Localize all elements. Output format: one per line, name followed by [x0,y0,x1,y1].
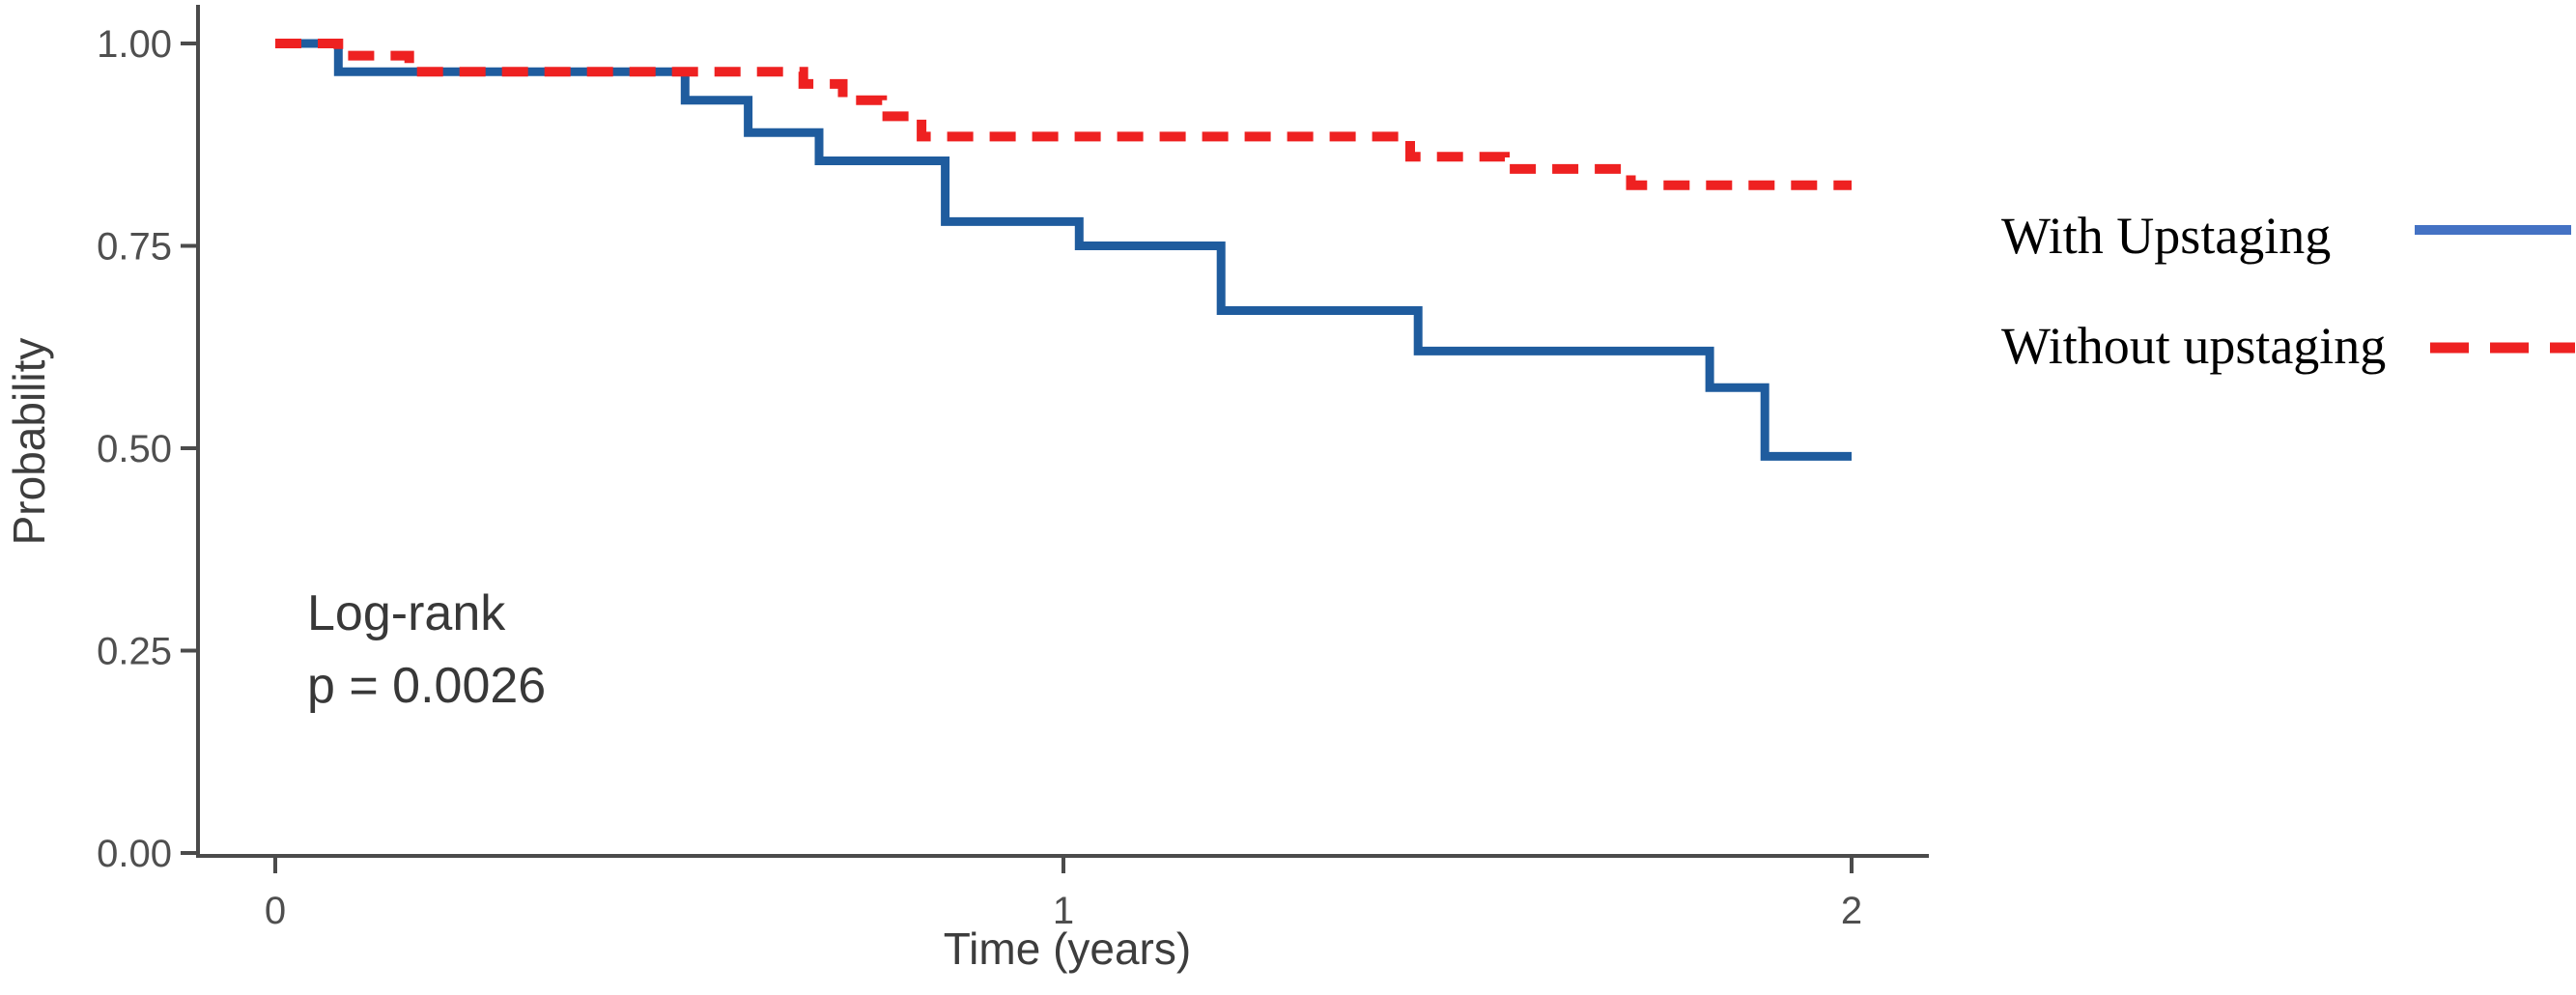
pvalue-label: p = 0.0026 [307,658,546,714]
x-tick-label: 1 [1053,890,1074,932]
y-ticks: 0.00 0.25 0.50 0.75 1.00 [97,23,198,875]
y-tick-label: 0.50 [97,428,172,470]
km-curve-without-upstaging [275,39,1852,190]
y-axis-title: Probability [4,338,54,546]
y-tick-label: 0.75 [97,226,172,269]
logrank-annotation: Log-rank p = 0.0026 [307,585,546,714]
y-tick-label: 0.00 [97,833,172,875]
x-tick-label: 0 [265,890,286,932]
km-curve-with-upstaging [275,39,1852,461]
y-tick-label: 1.00 [97,23,172,66]
legend: With Upstaging Without upstaging [2001,207,2575,375]
legend-label-without-upstaging: Without upstaging [2001,317,2386,375]
x-tick-label: 2 [1841,890,1862,932]
x-ticks: 0 1 2 [265,856,1862,932]
x-axis: 0 1 2 [196,854,1929,932]
y-axis: 0.00 0.25 0.50 0.75 1.00 [97,5,200,875]
logrank-label: Log-rank [307,585,506,641]
y-tick-label: 0.25 [97,631,172,673]
x-axis-title: Time (years) [944,924,1191,974]
legend-label-with-upstaging: With Upstaging [2001,207,2331,265]
